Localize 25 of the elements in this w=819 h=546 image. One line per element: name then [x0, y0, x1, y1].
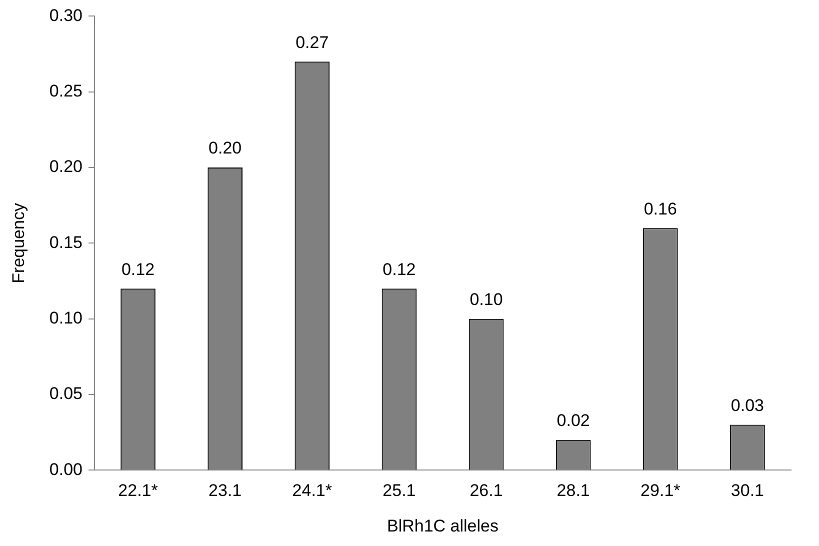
y-tick-label: 0.20 — [49, 157, 82, 176]
x-tick-label: 29.1* — [640, 481, 681, 500]
x-tick-label: 22.1* — [118, 481, 158, 500]
y-tick-label: 0.15 — [49, 232, 82, 252]
x-tick-label: 25.1 — [382, 481, 416, 500]
x-tick-label: 28.1 — [556, 481, 590, 500]
y-tick-label: 0.10 — [49, 308, 82, 328]
y-axis-title: Frequency — [8, 202, 28, 284]
x-tick-label: 26.1 — [470, 481, 503, 500]
data-label: 0.27 — [296, 32, 329, 52]
y-tick-label: 0.05 — [49, 384, 82, 404]
y-tick-label: 0.00 — [49, 460, 82, 479]
y-tick-label: 0.25 — [49, 82, 82, 101]
data-label: 0.12 — [121, 260, 155, 279]
x-axis-title: BlRh1C alleles — [386, 516, 498, 536]
x-tick-label: 24.1* — [292, 481, 332, 500]
data-label: 0.20 — [208, 138, 242, 158]
x-tick-label: 30.1 — [730, 481, 764, 500]
data-label: 0.03 — [730, 396, 764, 415]
data-label: 0.16 — [644, 199, 677, 218]
y-tick-label: 0.30 — [49, 6, 82, 25]
x-tick-label: 23.1 — [208, 481, 242, 500]
data-label: 0.10 — [470, 290, 503, 310]
data-label: 0.02 — [556, 411, 590, 430]
data-label: 0.12 — [382, 260, 416, 279]
